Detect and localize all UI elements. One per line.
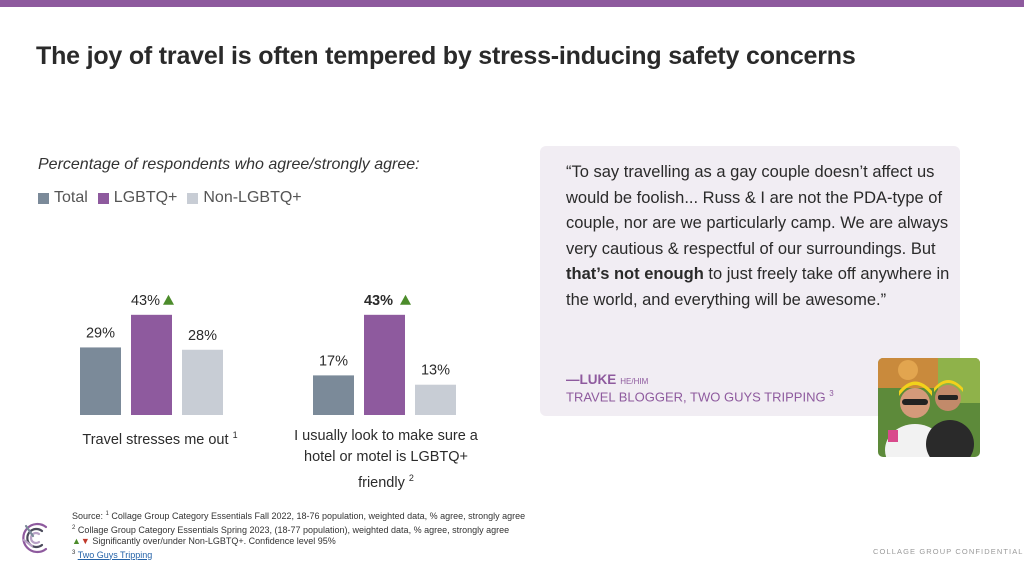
- category-label-1-footnote: 1: [232, 430, 238, 440]
- footnote-2-text: Collage Group Category Essentials Spring…: [77, 524, 510, 535]
- footnote-2: 2 Collage Group Category Essentials Spri…: [72, 523, 525, 537]
- footnote-1: Source: 1 Collage Group Category Essenti…: [72, 509, 525, 523]
- two-guys-tripping-link[interactable]: Two Guys Tripping: [77, 549, 153, 560]
- footnote-1-number: 1: [105, 511, 109, 517]
- legend-item-lgbtq: LGBTQ+: [97, 189, 178, 207]
- significance-note-text: Significantly over/under Non-LGBTQ+. Con…: [92, 536, 336, 546]
- quote-text-part-2: to just freely take off anywhere in the …: [566, 265, 950, 309]
- quote-text-part-1: “To say travelling as a gay couple doesn…: [566, 163, 949, 258]
- significance-note: ▲▼ Significantly over/under Non-LGBTQ+. …: [72, 536, 525, 548]
- quote-author-name: —LUKE: [566, 372, 617, 387]
- category-label-2-footnote: 2: [408, 473, 414, 483]
- quote-author-role: TRAVEL BLOGGER, TWO GUYS TRIPPING 3: [566, 389, 834, 404]
- source-label: Source:: [72, 511, 104, 521]
- legend-swatch-total: [38, 192, 49, 204]
- bar-chart: 29% 43% 28% 17% 43% 13%: [80, 293, 456, 415]
- footnotes: Source: 1 Collage Group Category Essenti…: [72, 509, 525, 561]
- legend-item-non-lgbtq: Non-LGBTQ+: [187, 189, 302, 207]
- footnote-1-text: Collage Group Category Essentials Fall 2…: [111, 511, 526, 521]
- top-accent-bar: [0, 0, 1024, 7]
- chart-legend: Total LGBTQ+ Non-LGBTQ+: [38, 189, 302, 207]
- data-label-lgbtq-category-1: 43%: [131, 293, 160, 309]
- quote-text: “To say travelling as a gay couple doesn…: [566, 160, 951, 313]
- bar-non-lgbtq-category-1: [182, 349, 223, 415]
- bar-total-category-1: [80, 347, 121, 415]
- triangle-down-icon: ▼: [80, 536, 90, 546]
- footnote-2-number: 2: [72, 524, 76, 531]
- category-label-1-text: Travel stresses me out: [82, 431, 229, 448]
- data-label-total-category-2: 17%: [319, 353, 348, 369]
- collage-group-logo: [20, 520, 52, 556]
- chart-subtitle: Percentage of respondents who agree/stro…: [38, 156, 420, 173]
- bar-lgbtq-category-2: [364, 314, 405, 415]
- footnote-3-number: 3: [72, 549, 76, 556]
- legend-label-total: Total: [54, 189, 88, 206]
- legend-item-total: Total: [38, 189, 88, 207]
- category-label-2: I usually look to make sure a hotel or m…: [282, 426, 490, 494]
- legend-swatch-non-lgbtq: [187, 192, 199, 204]
- data-label-non-lgbtq-category-1: 28%: [188, 328, 217, 344]
- quote-author-role-footnote: 3: [829, 389, 834, 398]
- bar-lgbtq-category-1: [131, 314, 172, 415]
- category-label-2-text: I usually look to make sure a hotel or m…: [294, 428, 478, 491]
- quote-text-bold: that’s not enough: [566, 265, 704, 283]
- quote-author: —LUKE HE/HIM: [566, 372, 648, 387]
- quote-author-role-text: TRAVEL BLOGGER, TWO GUYS TRIPPING: [566, 389, 826, 405]
- bar-non-lgbtq-category-2: [415, 384, 456, 415]
- significance-up-icon-category-2: [400, 294, 411, 305]
- legend-label-lgbtq: LGBTQ+: [113, 189, 178, 206]
- page-title: The joy of travel is often tempered by s…: [36, 42, 856, 70]
- significance-up-icon-category-1: [163, 294, 174, 305]
- category-label-1: Travel stresses me out 1: [40, 425, 280, 451]
- legend-label-non-lgbtq: Non-LGBTQ+: [203, 189, 302, 206]
- confidential-footer: COLLAGE GROUP CONFIDENTIAL: [873, 547, 1024, 556]
- data-label-lgbtq-category-2: 43%: [364, 293, 393, 309]
- footnote-3: 3 Two Guys Tripping: [72, 548, 525, 562]
- data-label-total-category-1: 29%: [86, 325, 115, 341]
- blogger-photo: [878, 358, 980, 457]
- data-label-non-lgbtq-category-2: 13%: [421, 363, 450, 379]
- legend-swatch-lgbtq: [97, 192, 109, 204]
- bar-total-category-2: [313, 375, 354, 415]
- quote-author-pronoun: HE/HIM: [620, 377, 649, 386]
- triangle-up-icon: ▲: [72, 536, 81, 546]
